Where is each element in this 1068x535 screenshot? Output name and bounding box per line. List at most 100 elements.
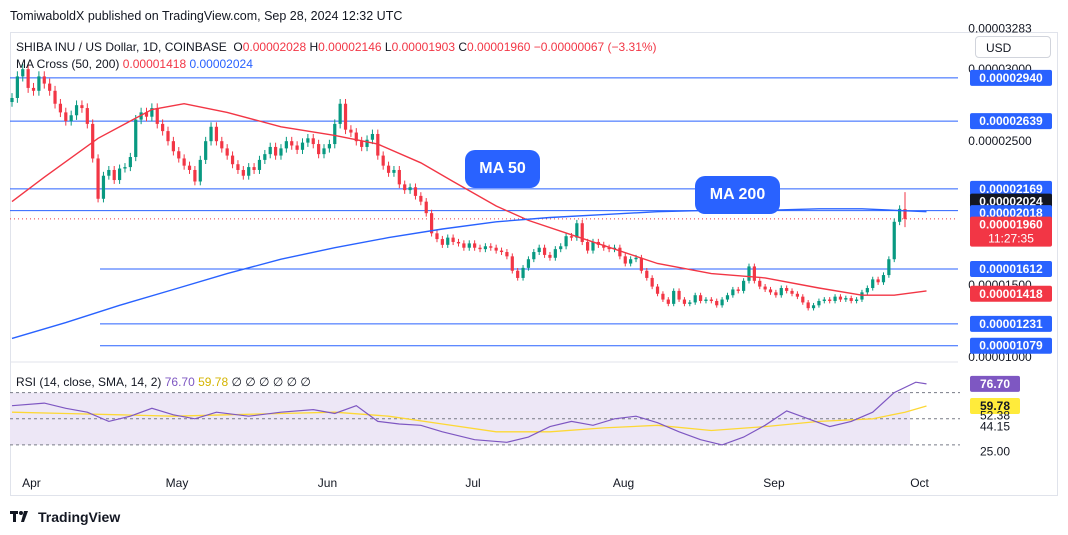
level-tag-7: 0.00001079 [979,339,1043,353]
candle-body [311,138,315,145]
candle-body [871,279,875,289]
candle-body [317,144,321,155]
candle-body [677,290,681,300]
candle-body [446,237,450,245]
candle-body [327,144,331,149]
candle-body [499,250,504,253]
candle-body [209,126,213,142]
candle-body [569,236,574,238]
candle-body [876,279,880,283]
rsi-legend-value: 76.70 [164,375,195,389]
candle-body [295,145,299,150]
candle-body [844,298,848,300]
candle-body [666,299,670,304]
candle-body [15,76,19,98]
rsi-tag: 76.70 [980,377,1010,391]
level-tag-2-bg [970,113,1052,130]
candle-body [698,295,703,301]
ma50-legend-value: 0.00001418 [122,57,187,71]
rsi-sma-line [11,405,927,433]
candle-body [672,290,676,304]
candle-body [150,108,154,117]
x-tick-label: Oct [910,476,929,490]
high-label: H [309,40,319,54]
candle-body [349,129,353,133]
candle-body [31,87,36,91]
candle-body [854,299,859,301]
ma50-callout: MA 50 [465,150,540,188]
candle-body [860,292,864,300]
candle-body [462,243,466,248]
candle-body [639,257,644,271]
last-price-tag-bg [970,216,1052,247]
candle-body [252,167,256,170]
candle-body [887,259,891,276]
rsi-axis-label: 44.15 [980,419,1010,433]
candle-body [532,252,536,260]
candle-body [903,209,907,219]
ma50-tag-bg [970,285,1052,302]
level-tag-7-bg [970,337,1052,354]
candle-body [473,243,477,248]
candle-body [564,236,568,247]
candle-body [214,126,219,142]
candle-body [424,201,428,214]
candle-body [279,148,283,156]
candle-body [144,112,149,117]
x-tick-label: Sep [763,476,785,490]
close-value: 0.00001960 [467,40,531,54]
candle-body [101,175,106,199]
candle-body [42,76,46,84]
ma-cross-label: MA Cross (50, 200) [16,57,120,71]
candle-body [107,169,111,176]
candle-body [828,299,832,301]
candle-body [817,300,821,306]
candle-body [155,108,159,124]
candle-body [343,103,348,130]
candle-body [408,187,412,191]
tradingview-footer[interactable]: TradingView [10,509,120,525]
candle-body [521,267,525,278]
candle-body [381,155,385,166]
candle-body [763,286,767,290]
candle-body [548,254,552,258]
candle-body [85,108,89,124]
x-tick-label: Apr [22,476,41,490]
high-value: 0.00002146 [318,40,382,54]
candle-body [865,288,869,293]
candle-body [456,241,461,244]
candle-body [80,105,84,109]
ma-lines [11,102,927,340]
candle-body [360,141,364,147]
ma50-line [11,102,927,296]
candle-body [112,169,116,181]
rsi-extra-values: ∅ ∅ ∅ ∅ ∅ ∅ [231,375,311,389]
candle-body [634,257,638,260]
rsi-band [10,392,960,446]
rsi-sma-legend-value: 59.78 [198,375,229,389]
candle-body [881,275,886,283]
last-price-tag: 0.00001960 [979,218,1043,232]
candle-body [397,169,401,185]
candle-body [268,146,272,155]
chart-frame [10,32,1058,496]
candle-body [429,213,434,234]
candle-body [392,169,396,173]
level-tag-2169: 0.00002169 [979,182,1043,196]
candle-body [290,141,294,146]
candle-body [365,139,369,147]
symbol-label: SHIBA INU / US Dollar, 1D, COINBASE [16,40,227,54]
candle-body [736,289,740,291]
x-tick-label: Aug [613,476,634,490]
level-tag-1: 0.00002940 [979,71,1043,85]
tradingview-logo-icon [10,511,28,522]
symbol-legend: SHIBA INU / US Dollar, 1D, COINBASE O0.0… [16,40,657,54]
currency-button[interactable]: USD [975,36,1051,58]
level-tag-2: 0.00002639 [979,114,1043,128]
candle-body [69,115,73,122]
candle-body [193,169,197,182]
candle-body [591,241,595,251]
ma50-tag: 0.00001418 [979,287,1043,301]
